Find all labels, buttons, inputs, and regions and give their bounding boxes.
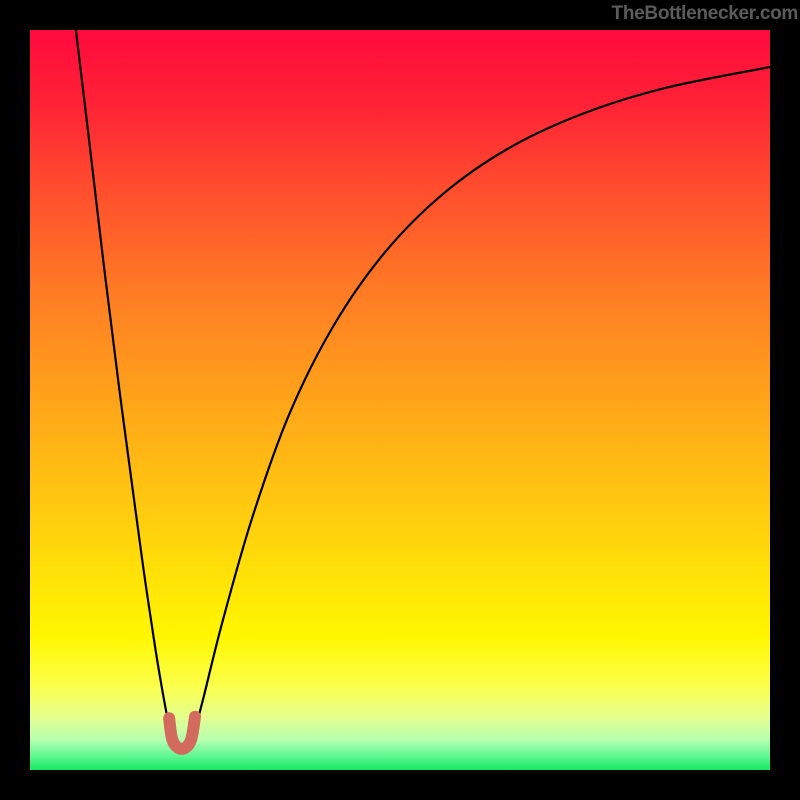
bottleneck-chart bbox=[0, 0, 800, 800]
watermark-text: TheBottlenecker.com bbox=[612, 3, 798, 25]
chart-background bbox=[30, 30, 770, 770]
